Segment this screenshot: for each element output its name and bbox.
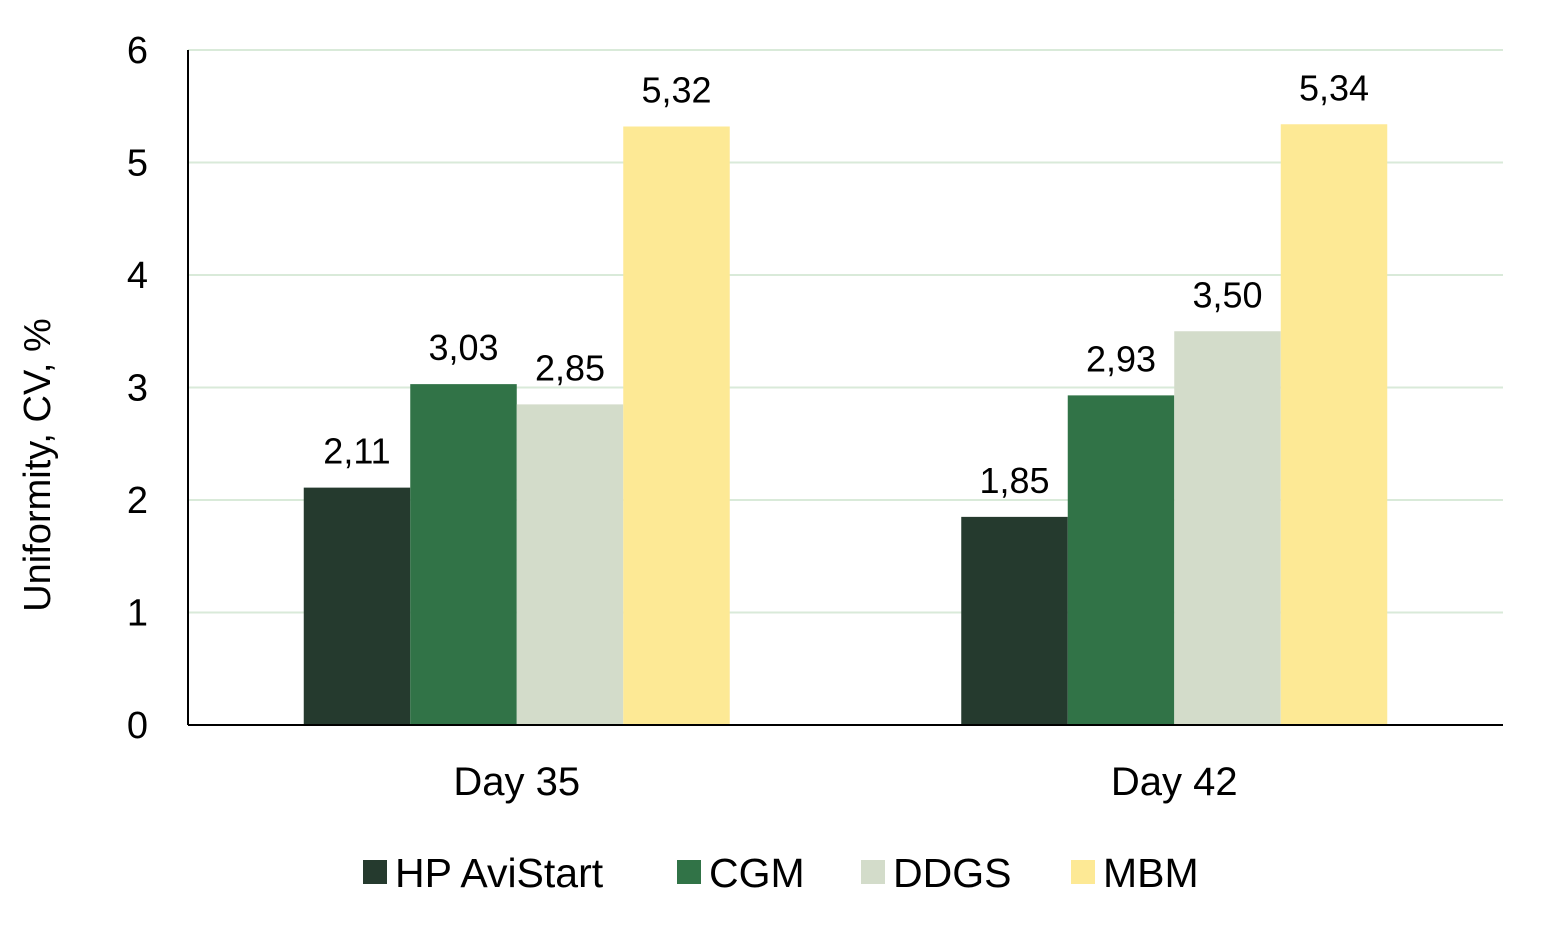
y-tick-label: 1: [127, 593, 148, 635]
legend-label: MBM: [1103, 850, 1199, 896]
bar: [961, 516, 1068, 725]
data-label: 2,11: [323, 431, 390, 472]
y-axis-label: Uniformity, CV, %: [17, 318, 59, 612]
y-tick-label: 0: [127, 705, 148, 747]
y-tick-label: 2: [127, 480, 148, 522]
bar: [410, 384, 517, 725]
legend-swatch: [677, 860, 701, 884]
bar: [516, 404, 624, 725]
data-labels: 2,11 3,03 2,85 5,32 1,85 2,93 3,50 5,34: [323, 67, 1369, 501]
x-category-label: Day 42: [1111, 760, 1238, 804]
bar: [623, 126, 730, 725]
legend-swatch: [861, 860, 885, 884]
legend-label: CGM: [709, 850, 805, 896]
y-axis-ticks: 0 1 2 3 4 5 6: [127, 30, 148, 747]
data-label: 5,32: [641, 70, 711, 111]
data-label: 3,50: [1192, 274, 1262, 315]
bars: [303, 124, 1388, 725]
data-label: 3,03: [428, 327, 498, 368]
axes: [187, 50, 1503, 726]
bar: [1067, 395, 1175, 725]
y-tick-label: 3: [127, 368, 148, 410]
legend: HP AviStart CGM DDGS MBM: [363, 850, 1199, 896]
data-label: 2,85: [535, 347, 605, 388]
legend-swatch: [1071, 860, 1095, 884]
legend-label: DDGS: [893, 850, 1011, 896]
x-axis-categories: Day 35 Day 42: [453, 760, 1237, 804]
bar: [1174, 331, 1281, 725]
y-tick-label: 6: [127, 30, 148, 72]
legend-label: HP AviStart: [395, 850, 604, 896]
data-label: 2,93: [1086, 338, 1156, 379]
data-label: 5,34: [1299, 67, 1369, 108]
bar: [303, 487, 411, 725]
legend-swatch: [363, 860, 387, 884]
y-tick-label: 5: [127, 143, 148, 185]
data-label: 1,85: [979, 460, 1049, 501]
x-category-label: Day 35: [453, 760, 580, 804]
bar: [1280, 124, 1388, 725]
y-tick-label: 4: [127, 255, 148, 297]
